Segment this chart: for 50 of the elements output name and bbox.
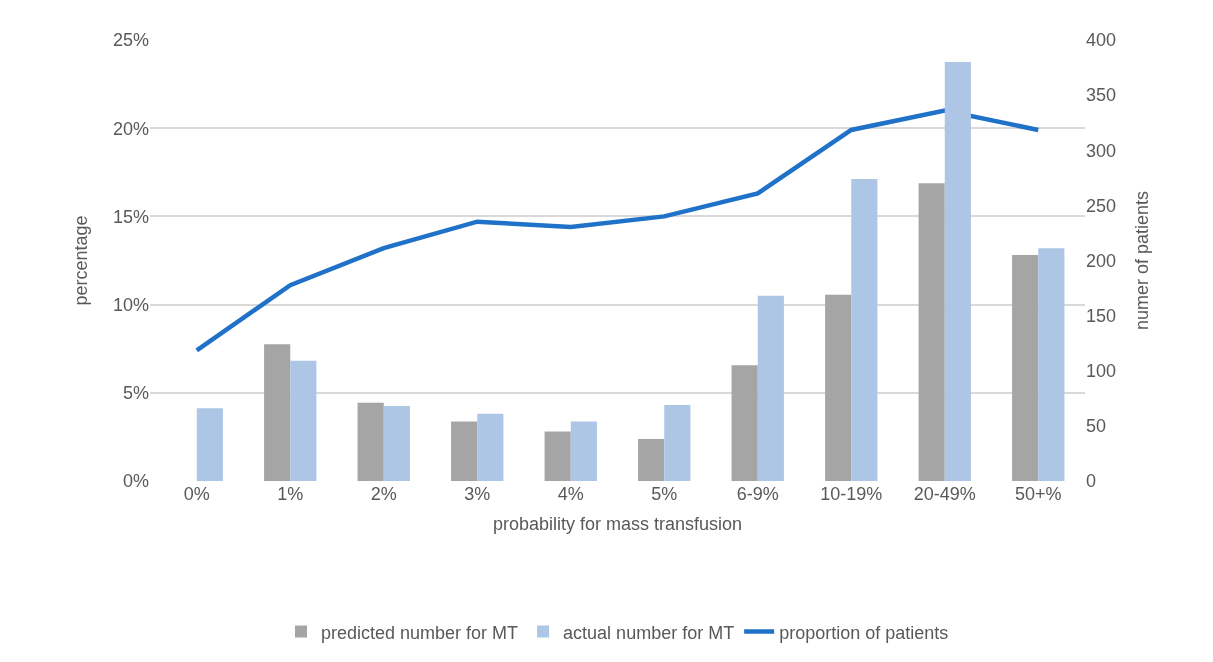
x-tick-label: 20-49% — [913, 484, 976, 504]
y2-tick-label: 250 — [1086, 195, 1117, 216]
y2-tick-label: 150 — [1086, 305, 1117, 326]
bar — [918, 183, 945, 481]
y-tick-label: 10% — [112, 294, 149, 315]
y-tick-label: 15% — [112, 206, 149, 227]
y2-tick-label: 0 — [1086, 471, 1097, 492]
x-tick-label: 5% — [651, 484, 678, 504]
bar — [357, 402, 384, 481]
x-axis-title: probability for mass transfusion — [492, 514, 743, 535]
bar — [851, 178, 878, 481]
bar — [544, 431, 571, 481]
y-tick-label: 25% — [112, 30, 149, 51]
bar — [1038, 248, 1065, 481]
bar — [290, 360, 317, 481]
x-tick-label: 0% — [183, 484, 210, 504]
y-tick-label: 5% — [122, 383, 149, 404]
x-tick-label: 1% — [277, 484, 304, 504]
y2-axis-title: numer of patients — [1132, 190, 1153, 331]
legend-label: proportion of patients — [779, 622, 949, 643]
x-tick-label: 50+% — [1014, 484, 1062, 504]
bar — [731, 365, 758, 481]
y2-tick-label: 100 — [1086, 361, 1117, 382]
bar — [944, 62, 971, 481]
y2-tick-label: 300 — [1086, 140, 1117, 161]
bar — [451, 421, 478, 481]
x-tick-label: 2% — [370, 484, 397, 504]
y-axis-title: percentage — [71, 215, 92, 306]
bar — [638, 439, 665, 481]
bar — [264, 344, 291, 481]
bar — [570, 421, 597, 481]
legend-label: actual number for MT — [563, 622, 735, 643]
legend-label: predicted number for MT — [321, 622, 519, 643]
bar — [664, 404, 691, 481]
bar — [477, 413, 504, 481]
line-series — [194, 108, 1041, 353]
bar — [825, 294, 852, 481]
bar — [1012, 254, 1039, 481]
y2-tick-label: 400 — [1086, 30, 1117, 51]
bar — [196, 408, 223, 481]
x-tick-label: 6-9% — [736, 484, 779, 504]
y-tick-label: 20% — [112, 118, 149, 139]
y2-tick-label: 350 — [1086, 85, 1117, 106]
x-tick-label: 3% — [464, 484, 491, 504]
x-tick-label: 10-19% — [820, 484, 883, 504]
y2-tick-label: 50 — [1086, 416, 1107, 437]
bar — [383, 406, 410, 481]
x-tick-label: 4% — [557, 484, 584, 504]
bar — [757, 295, 784, 481]
y2-tick-label: 200 — [1086, 250, 1117, 271]
